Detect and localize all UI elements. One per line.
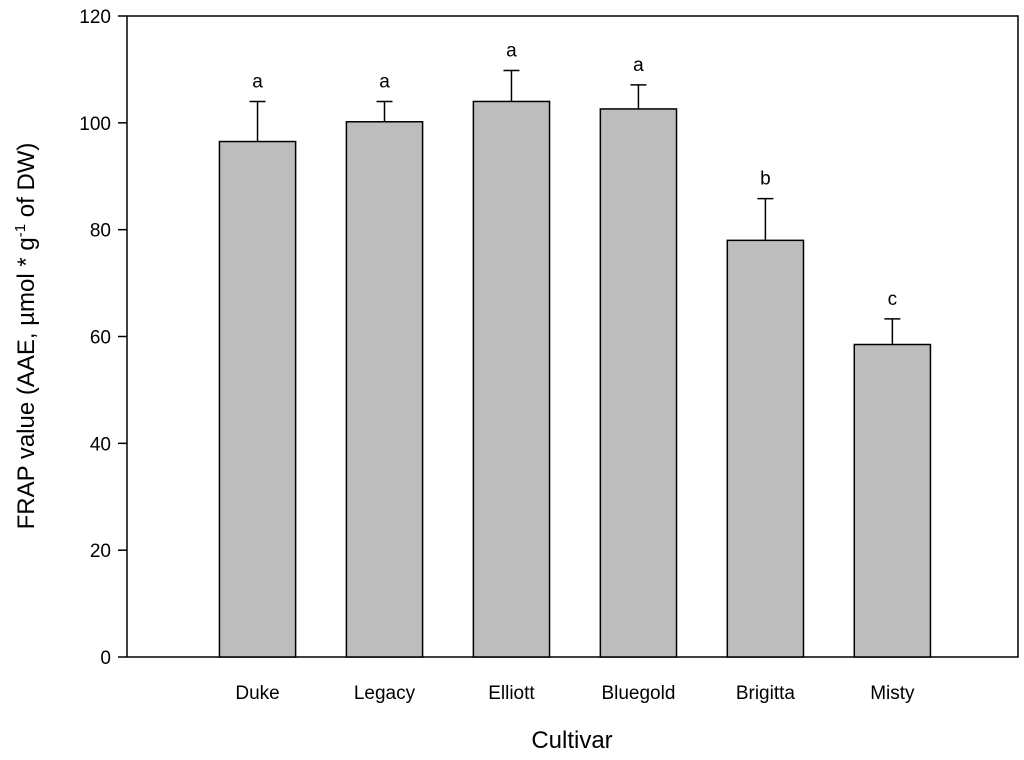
significance-label: b (760, 169, 771, 190)
y-tick-label: 120 (79, 7, 111, 28)
x-tick-label: Elliott (488, 683, 535, 704)
y-tick-label: 60 (90, 328, 111, 349)
x-tick-label: Bluegold (601, 683, 675, 704)
significance-label: a (379, 71, 390, 92)
x-axis-title: Cultivar (531, 727, 612, 754)
x-tick-label: Duke (235, 683, 279, 704)
x-tick-label: Legacy (354, 683, 416, 704)
bar (472, 100, 551, 658)
x-tick-label: Brigitta (736, 683, 796, 704)
x-axis-tick-labels: Duke Legacy Elliott Bluegold Brigitta Misty (235, 683, 915, 704)
significance-label: a (633, 55, 644, 76)
y-tick-label: 80 (90, 221, 111, 242)
x-tick-label: Misty (870, 683, 915, 704)
bars-group: a a a a b c (218, 40, 932, 658)
y-axis-title-main: FRAP value (AAE, µmol * g (13, 237, 40, 529)
y-axis-title-superscript: -1 (12, 224, 29, 237)
significance-label: c (888, 289, 898, 310)
y-tick-label: 20 (90, 541, 111, 562)
bar (218, 140, 297, 658)
y-axis-ticks: 0 20 40 60 80 100 120 (79, 7, 127, 669)
bar (726, 239, 805, 658)
y-tick-label: 100 (79, 114, 111, 135)
y-tick-label: 40 (90, 434, 111, 455)
significance-label: a (506, 40, 517, 61)
bar (853, 343, 932, 658)
bar (599, 108, 678, 658)
y-tick-label: 0 (100, 648, 111, 669)
y-axis-title: FRAP value (AAE, µmol * g-1 of DW) (12, 143, 40, 530)
significance-label: a (252, 71, 263, 92)
y-axis-title-suffix: of DW) (13, 143, 40, 224)
bar (345, 121, 424, 658)
